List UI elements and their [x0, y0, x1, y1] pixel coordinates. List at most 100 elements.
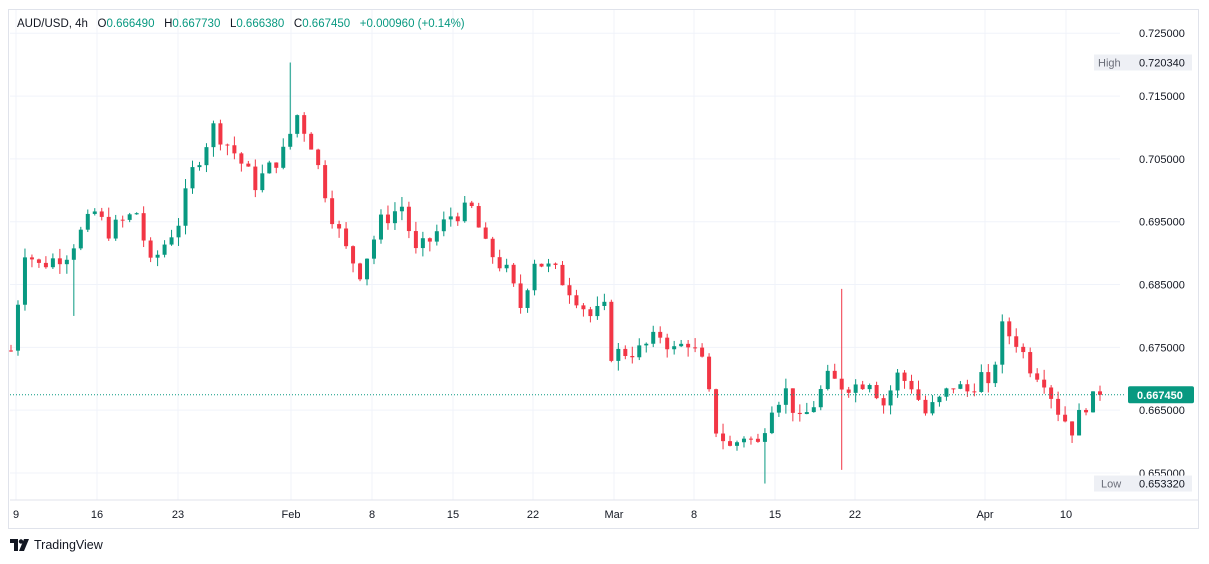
candle-body	[944, 388, 949, 397]
candle-body	[1007, 321, 1012, 337]
candle-body	[281, 146, 286, 168]
time-axis: 9 16 23 Feb 8 15 22 Mar 8 15 22 Apr 10	[10, 499, 1199, 521]
candle-body	[881, 398, 886, 406]
candle-body	[155, 254, 160, 258]
candle-body	[43, 262, 48, 268]
candle-body	[672, 346, 677, 350]
candle-body	[825, 370, 830, 390]
candle-body	[860, 384, 865, 390]
candle-body	[623, 348, 628, 356]
candle-body	[106, 216, 111, 239]
time-tick-label: 8	[691, 509, 697, 521]
candle-body	[197, 165, 202, 168]
legend-open-value: 0.666490	[106, 18, 155, 30]
candle-body	[532, 263, 537, 291]
candle-body	[1098, 391, 1102, 395]
candle-body	[735, 442, 739, 446]
candle-body	[246, 163, 251, 167]
candle-body	[1000, 321, 1005, 365]
candle-body	[1042, 379, 1047, 388]
time-tick-label: Feb	[282, 509, 301, 521]
candle-body	[818, 389, 823, 408]
candle-body	[406, 206, 411, 232]
candle-body	[762, 433, 767, 442]
candle-body	[113, 219, 118, 239]
legend-high-label: H	[164, 18, 173, 30]
price-tick-label: 0.725000	[1139, 28, 1185, 40]
time-tick-label: 23	[172, 509, 184, 521]
last-price-tag: 0.667450	[1128, 386, 1194, 404]
legend-symbol[interactable]: AUD/USD	[17, 18, 69, 30]
tradingview-icon	[10, 539, 29, 551]
candle-body	[651, 331, 656, 344]
candle-body	[9, 350, 13, 352]
candle-body	[162, 244, 167, 255]
candle-body	[1035, 373, 1040, 380]
candle-body	[637, 345, 642, 358]
chart-frame[interactable]	[8, 9, 1199, 529]
candle-body	[832, 370, 837, 379]
candle-body	[316, 149, 321, 166]
candle-body	[288, 133, 293, 147]
candle-body	[853, 384, 858, 393]
brand-name: TradingView	[34, 538, 103, 552]
candle-body	[581, 305, 586, 310]
candle-body	[392, 211, 397, 224]
candle-body	[769, 412, 774, 434]
tradingview-logo[interactable]: TradingView	[10, 538, 103, 552]
last-price-tag-value: 0.667450	[1137, 390, 1183, 402]
candle-body	[958, 384, 963, 389]
candle-body	[741, 438, 746, 443]
candle-body	[539, 263, 544, 267]
legend-close-label: C	[293, 18, 303, 30]
low-marker-box	[1094, 475, 1192, 492]
candle-body	[183, 188, 188, 226]
candle-body	[916, 389, 921, 400]
legend-interval[interactable]: 4h	[75, 18, 88, 30]
price-axis: 0.725000 0.715000 0.705000 0.695000 0.685000…	[1139, 28, 1185, 480]
candle-body	[218, 123, 223, 145]
candle-body	[679, 343, 684, 347]
candle-body	[337, 224, 342, 229]
candle-body	[700, 347, 705, 357]
time-tick-label: 22	[527, 509, 539, 521]
price-tick-label: 0.705000	[1139, 154, 1185, 166]
time-tick-label: 16	[91, 509, 103, 521]
candle-body	[399, 206, 404, 212]
candle-body	[323, 165, 328, 199]
candle-body	[483, 227, 488, 239]
candle-body	[923, 399, 928, 414]
candle-body	[909, 380, 914, 390]
candle-body	[846, 389, 851, 393]
candle-body	[427, 238, 432, 242]
candle-body	[1077, 409, 1082, 436]
candles	[9, 62, 1102, 484]
candle-body	[1028, 352, 1033, 374]
candle-body	[986, 372, 991, 384]
candle-body	[783, 388, 788, 405]
candle-body	[127, 214, 132, 220]
candle-body	[120, 219, 125, 221]
price-tick-label: 0.675000	[1139, 342, 1185, 354]
candle-body	[525, 290, 530, 308]
candle-body	[560, 264, 565, 286]
candle-body	[413, 231, 418, 249]
candle-body	[469, 202, 474, 207]
candle-body	[295, 115, 300, 134]
candle-body	[204, 147, 209, 166]
candle-body	[616, 348, 621, 361]
high-marker-value: 0.720340	[1139, 58, 1185, 70]
candle-body	[979, 372, 984, 392]
candle-body	[92, 211, 97, 214]
price-tick-label: 0.695000	[1139, 217, 1185, 229]
candle-body	[511, 264, 516, 284]
candle-body	[141, 213, 146, 241]
candle-body	[504, 264, 509, 269]
time-tick-label: 15	[447, 509, 459, 521]
candle-body	[274, 162, 279, 168]
legend-open-label: O	[97, 18, 107, 30]
candle-body	[748, 438, 753, 440]
candle-body	[476, 206, 481, 228]
candle-body	[99, 211, 104, 217]
